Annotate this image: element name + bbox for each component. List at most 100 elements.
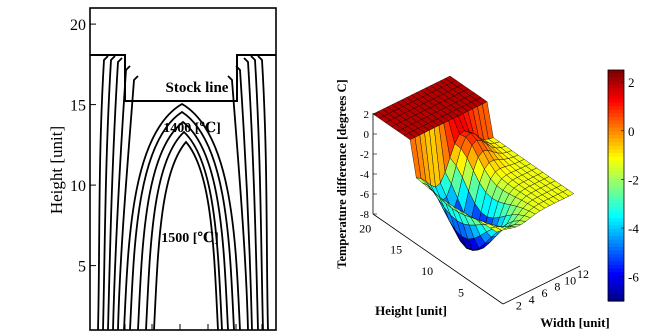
colorbar-segment [608, 167, 624, 172]
colorbar-segment [608, 95, 624, 100]
colorbar-segment [608, 174, 624, 179]
width-tick-label: 12 [577, 267, 589, 281]
colorbar-segment [608, 181, 624, 187]
colorbar-segment [608, 84, 624, 89]
colorbar-segment [608, 286, 624, 291]
colorbar-segment [608, 109, 624, 114]
stock-line-label: Stock line [166, 80, 229, 96]
colorbar-segment [608, 236, 624, 241]
isotherm-line [250, 55, 264, 331]
colorbar-segment [608, 77, 624, 82]
colorbar-segment [608, 293, 624, 298]
isotherm-line [107, 57, 123, 331]
colorbar-segment [608, 243, 624, 248]
colorbar-tick-label: 0 [628, 124, 635, 139]
temperature-surface [372, 75, 575, 251]
colorbar-segment [608, 88, 624, 93]
isotherm-line [123, 102, 241, 331]
colorbar-segment [608, 149, 624, 154]
contour-panel: 5 10 15 20 Height [unit] Stock line 1400 [℃… [47, 7, 277, 331]
colorbar-segment [608, 189, 624, 194]
isotherm-line [117, 75, 139, 331]
colorbar-segment [608, 261, 624, 266]
colorbar-segment [608, 264, 624, 270]
colorbar-segment [608, 70, 624, 75]
colorbar-segment [608, 232, 624, 237]
colorbar-segment [608, 124, 624, 129]
colorbar-segment [608, 257, 624, 262]
colorbar-segment [608, 134, 624, 140]
colorbar-segment [608, 272, 624, 277]
height-tick-label: 10 [421, 264, 433, 278]
colorbar-segment [608, 217, 624, 223]
colorbar-segment [608, 228, 624, 234]
colorbar-tick-label: 2 [628, 75, 635, 90]
colorbar-segment [608, 91, 624, 96]
isotherm-line [153, 140, 219, 331]
isotherm-line [257, 55, 269, 331]
isotherm-lines [97, 55, 269, 331]
colorbar-segment [608, 254, 624, 259]
height-tick-label: 15 [390, 243, 402, 257]
colorbar-tick-label: -4 [628, 221, 639, 236]
colorbar-tick-label: -2 [628, 172, 639, 187]
colorbar-segment [608, 207, 624, 212]
isotherm-line [243, 57, 259, 331]
colorbar-segment [608, 156, 624, 161]
colorbar-segment [608, 160, 624, 165]
z-tick-label: 0 [364, 129, 370, 141]
isotherm-line [102, 55, 116, 331]
colorbar-segment [608, 268, 624, 273]
colorbar-segment [608, 246, 624, 252]
colorbar-segment [608, 138, 624, 143]
width-tick-label: 2 [516, 299, 522, 313]
colorbar-segment [608, 178, 624, 183]
colorbar-segment [608, 239, 624, 244]
y-tick-label: 5 [78, 259, 86, 276]
height-tick-label: 20 [359, 221, 371, 235]
colorbar-tick-label: -6 [628, 270, 639, 285]
colorbar-segment [608, 185, 624, 190]
colorbar-segment [608, 297, 624, 302]
colorbar-segment [608, 221, 624, 226]
colorbar-segment [608, 120, 624, 125]
y-ticks: 5 10 15 20 [70, 17, 263, 330]
stock-line-boundary [90, 54, 276, 102]
colorbar-segment [608, 282, 624, 288]
z-tick-label: -8 [360, 209, 370, 221]
z-tick-label: -4 [360, 169, 370, 181]
colorbar-segment [608, 73, 624, 78]
width-axis-label: Width [unit] [540, 315, 609, 330]
colorbar-segment [608, 214, 624, 219]
height-tick-label: 5 [458, 286, 464, 300]
colorbar-segment [608, 131, 624, 136]
colorbar-segment [608, 196, 624, 201]
colorbar-segment [608, 279, 624, 284]
plot-frame [89, 7, 277, 331]
colorbar-segment [608, 203, 624, 208]
colorbar-segment [608, 290, 624, 295]
colorbar-segment [608, 250, 624, 255]
isotherm-1400-label: 1400 [℃] [163, 121, 221, 136]
colorbar-segment [608, 142, 624, 147]
colorbar-segment [608, 199, 624, 205]
colorbar-segment [608, 192, 624, 197]
colorbar-segment [608, 171, 624, 176]
width-tick-label: 8 [554, 280, 560, 294]
colorbar-segment [608, 116, 624, 122]
height-axis-line [372, 213, 504, 305]
width-tick-label: 4 [529, 292, 535, 306]
colorbar-segment [608, 127, 624, 132]
colorbar-segment [608, 80, 624, 86]
colorbar-segment [608, 98, 624, 104]
isotherm-1500-label: 1500 [℃] [161, 231, 219, 246]
z-tick-label: -6 [360, 189, 370, 201]
colorbar-segment [608, 275, 624, 280]
colorbar-segment [608, 102, 624, 107]
surface-patch [562, 189, 575, 197]
isotherm-line [129, 110, 235, 331]
colorbar-frame [607, 69, 625, 302]
isotherm-line [137, 120, 229, 331]
isotherm-line [97, 55, 109, 331]
